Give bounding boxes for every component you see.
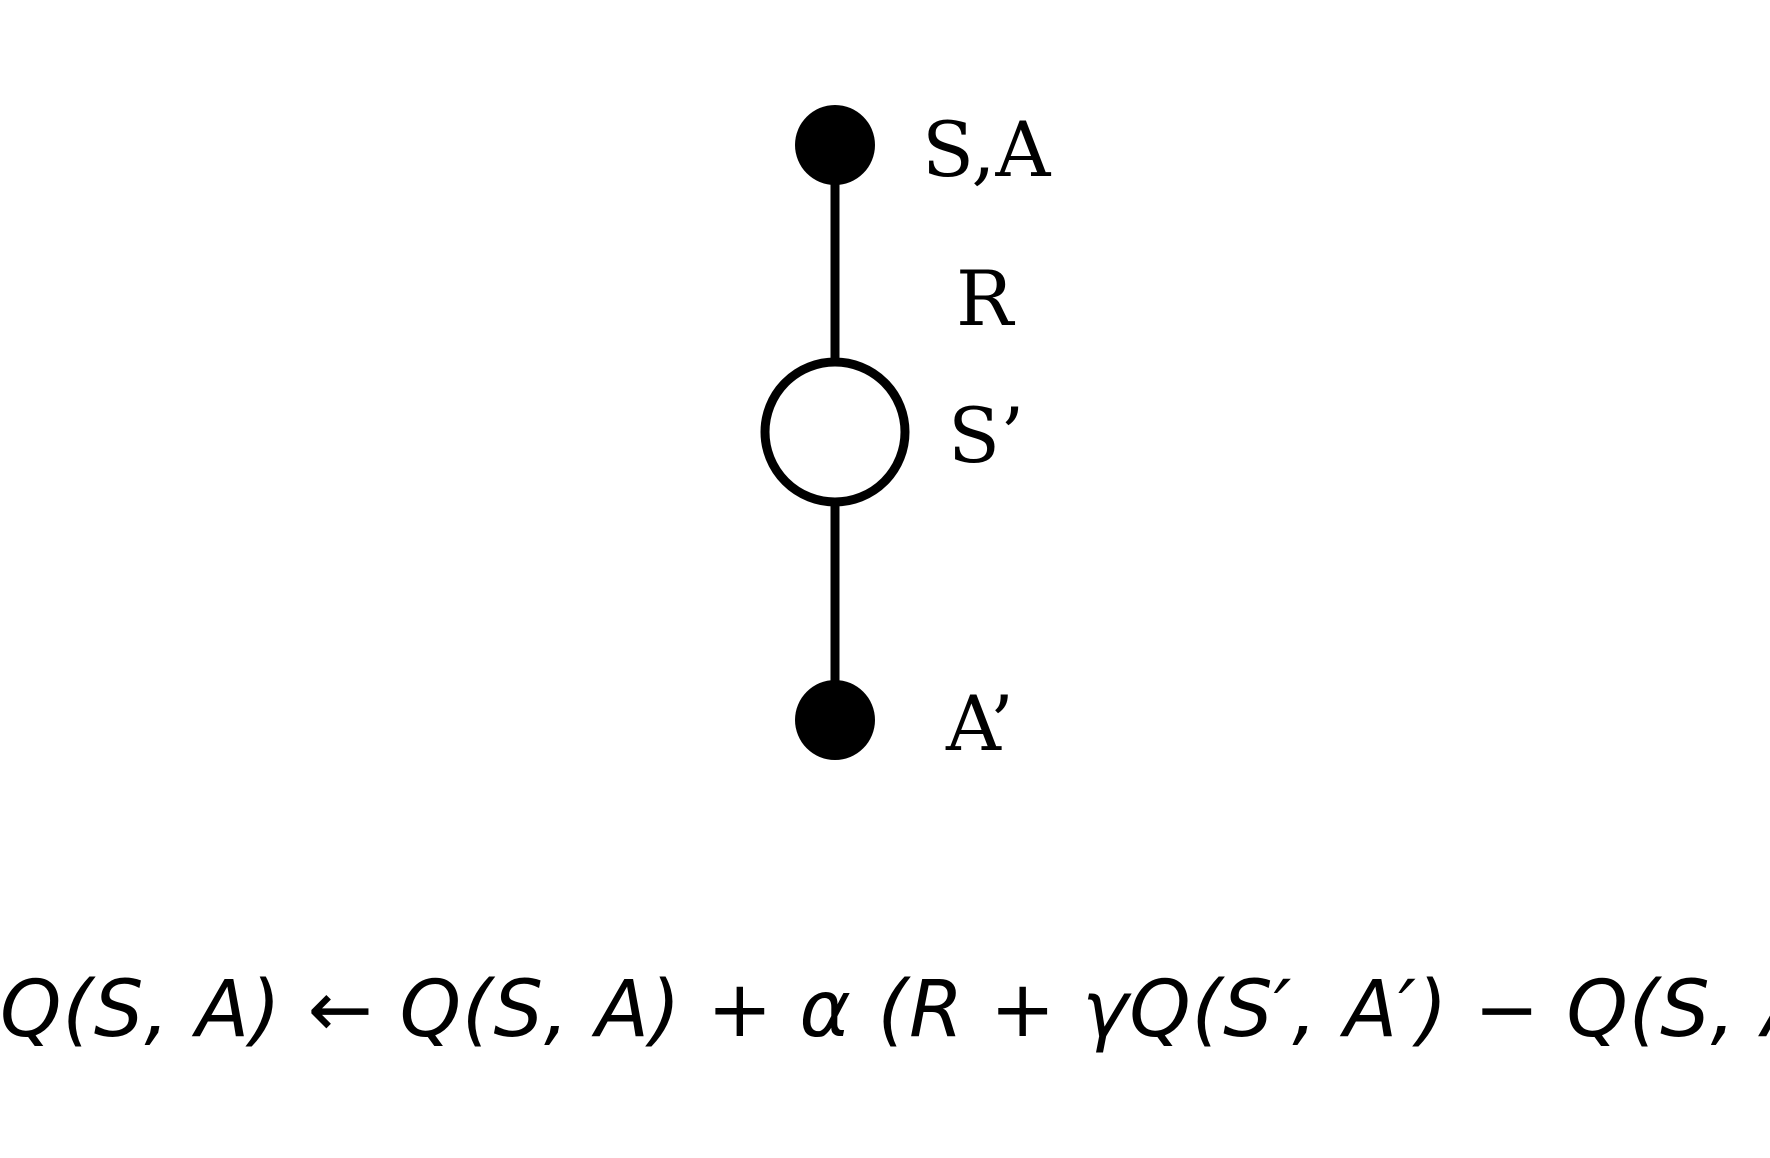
sarsa-update-equation: Q(S, A) ← Q(S, A) + α (R + γQ(S′, A′) − …: [0, 965, 1770, 1055]
next-state-node: [760, 357, 910, 507]
state-action-node: [795, 105, 875, 185]
next-action-node: [795, 680, 875, 760]
state-action-label: S,A: [922, 105, 1052, 194]
next-state-label: S’: [948, 391, 1024, 480]
reward-label: R: [956, 254, 1016, 343]
next-action-label: A’: [945, 679, 1014, 768]
